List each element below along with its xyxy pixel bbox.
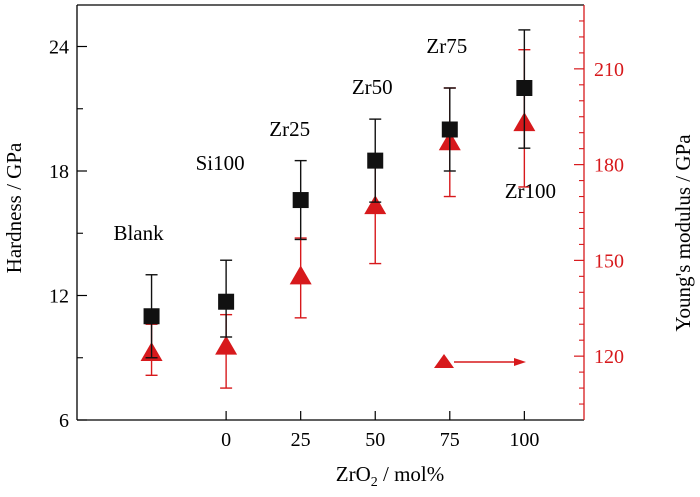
- hardness-point: [292, 192, 309, 209]
- y-right-tick-label: 210: [594, 59, 624, 81]
- y-axis-title-left: Hardness / GPa: [2, 142, 26, 273]
- x-axis-title-subscript: 2: [371, 475, 378, 490]
- sample-annotations: Blank Si100 Zr25 Zr50 Zr75 Zr100: [113, 34, 556, 245]
- sample-label-zr50: Zr50: [352, 75, 393, 99]
- x-tick-label: 100: [509, 429, 539, 451]
- x-tick-label: 0: [221, 429, 231, 451]
- x-tick-label: 75: [440, 429, 460, 451]
- sample-label-zr25: Zr25: [269, 117, 310, 141]
- y-right-tick-label: 150: [594, 250, 624, 272]
- hardness-point: [218, 293, 235, 310]
- modulus-axis-indicator: [434, 354, 526, 368]
- y-left-tick-label: 6: [59, 410, 69, 432]
- x-tick-label: 50: [365, 429, 385, 451]
- modulus-point: [289, 265, 312, 285]
- y-left-tick-label: 24: [49, 37, 69, 59]
- x-tick-label: 25: [291, 429, 311, 451]
- indicator-triangle-marker: [434, 354, 454, 368]
- modulus-point: [215, 335, 238, 355]
- hardness-point: [367, 152, 384, 169]
- axes: 0 25 50 75 100 6 12 18 24 120 150 180 210: [49, 20, 624, 451]
- plot-frame: [76, 4, 585, 421]
- y-right-tick-label: 120: [594, 346, 624, 368]
- y-left-tick-label: 12: [49, 286, 69, 308]
- modulus-point: [364, 195, 387, 215]
- sample-label-zr75: Zr75: [426, 34, 467, 58]
- hardness-point: [143, 308, 160, 325]
- hardness-point: [516, 80, 533, 96]
- x-axis-title: ZrO2 / mol%: [336, 462, 445, 490]
- data-markers: [140, 29, 536, 389]
- y-right-tick-label: 180: [594, 155, 624, 177]
- indicator-arrowhead-icon: [514, 358, 526, 366]
- y-axis-title-right: Young's modulus / GPa: [671, 134, 695, 332]
- sample-label-si100: Si100: [196, 151, 245, 175]
- hardness-point: [441, 121, 458, 138]
- sample-label-blank: Blank: [113, 221, 164, 245]
- sample-label-zr100: Zr100: [505, 179, 556, 203]
- y-left-tick-label: 18: [49, 161, 69, 183]
